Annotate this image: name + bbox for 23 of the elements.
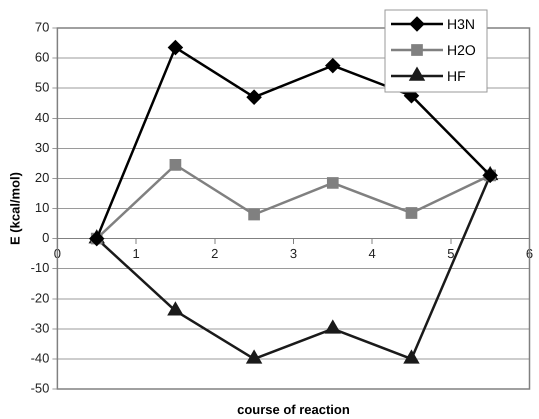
- x-tick-label: 1: [132, 246, 140, 261]
- legend-label: H3N: [447, 16, 476, 32]
- x-tick-label: 4: [368, 246, 376, 261]
- y-axis-title: E (kcal/mol): [7, 172, 22, 245]
- y-tick-label: 70: [34, 20, 50, 35]
- x-axis-title: course of reaction: [237, 402, 350, 417]
- y-tick-label: -30: [30, 320, 50, 336]
- y-tick-label: 40: [34, 110, 50, 125]
- x-tick-label: 3: [290, 246, 298, 261]
- y-tick-label: 50: [34, 80, 50, 95]
- x-tick-label: 5: [447, 246, 454, 261]
- y-tick-label: -20: [30, 290, 50, 306]
- y-tick-label: 10: [34, 200, 50, 216]
- y-tick-label: 60: [34, 50, 50, 65]
- y-tick-label: 0: [42, 230, 50, 246]
- legend-label: H2O: [447, 42, 476, 58]
- y-tick-label: 20: [34, 170, 50, 185]
- y-tick-label: -10: [30, 260, 50, 276]
- x-tick-label: 2: [211, 246, 218, 261]
- y-tick-label: 30: [34, 140, 50, 155]
- y-tick-label: -50: [30, 380, 50, 396]
- y-tick-label: -40: [30, 350, 50, 366]
- legend-label: HF: [447, 68, 466, 84]
